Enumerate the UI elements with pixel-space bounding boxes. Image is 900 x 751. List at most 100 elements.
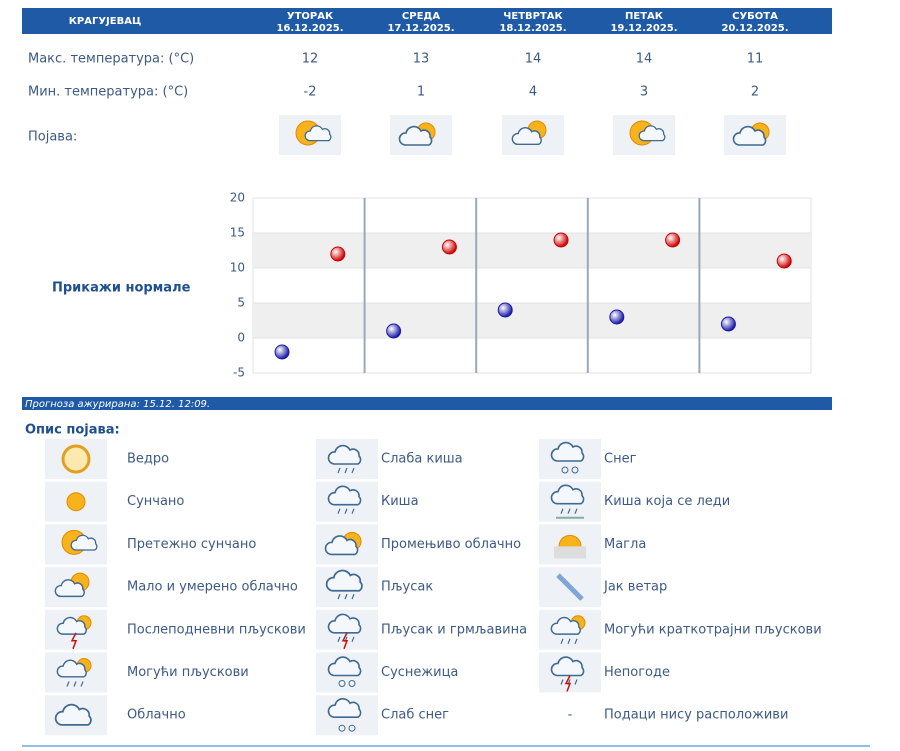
weather-icon	[316, 652, 378, 693]
drop	[351, 636, 355, 643]
drop	[344, 593, 348, 600]
temp-point	[720, 316, 736, 332]
drop	[574, 508, 578, 514]
weather-icon	[539, 652, 601, 693]
y-tick-label: -5	[233, 366, 245, 380]
drop	[567, 638, 571, 645]
legend-label: Јак ветар	[603, 580, 667, 595]
cloud	[325, 569, 363, 592]
temp-point	[665, 232, 681, 248]
legend-label: Подаци нису расположиви	[604, 708, 788, 723]
cloud	[327, 485, 362, 506]
cloud	[550, 656, 585, 677]
day-name: ЧЕТВРТАК	[503, 11, 563, 22]
weather-icon	[502, 115, 564, 155]
legend-label: Суснежица	[381, 665, 458, 680]
legend-label: Промењиво облачно	[381, 537, 521, 552]
temp-point	[776, 253, 792, 269]
weather-icon	[45, 524, 107, 565]
normals-link[interactable]: Прикажи нормале	[52, 281, 191, 296]
weather-icon	[279, 115, 341, 155]
band	[254, 303, 810, 338]
drop	[567, 508, 571, 514]
fog	[554, 546, 586, 559]
footer-bar	[22, 397, 832, 410]
city: КРАГУЈЕВАЦ	[69, 16, 142, 27]
legend-label: Непогоде	[604, 665, 670, 680]
weather-icon	[539, 481, 601, 522]
flake	[571, 466, 579, 474]
flake	[348, 680, 356, 687]
weather-icon	[316, 524, 378, 565]
bolt	[70, 632, 78, 650]
temp-value: 13	[413, 52, 430, 67]
flake	[338, 680, 346, 687]
drop	[337, 508, 341, 514]
drop	[351, 593, 355, 600]
day-date: 20.12.2025.	[721, 23, 788, 34]
legend-label: Слаб снег	[381, 708, 449, 723]
temp-value: 12	[302, 52, 319, 67]
legend-label: Могући пљускови	[127, 665, 249, 680]
wind	[556, 573, 584, 601]
legend-label: Пљусак и грмљавина	[381, 622, 527, 637]
cloud	[304, 125, 332, 142]
weather-icon	[316, 481, 378, 522]
drop	[351, 467, 355, 474]
legend-label: Мало и умерено облачно	[127, 580, 298, 595]
row-label: Мин. температура: (°C)	[28, 85, 188, 100]
day-name: СУБОТА	[732, 11, 778, 22]
drop	[344, 467, 348, 474]
weather-icon	[539, 524, 601, 565]
temp-point	[609, 309, 625, 325]
cloud	[54, 703, 92, 726]
temp-point	[274, 344, 290, 360]
day-name: ПЕТАК	[625, 11, 664, 22]
plot-area	[252, 197, 812, 374]
temp-value: 2	[751, 85, 759, 100]
day-name: СРЕДА	[402, 11, 440, 22]
legend-label: Облачно	[127, 708, 186, 723]
drop	[574, 638, 578, 645]
weather-icon	[613, 115, 675, 155]
weather-icon	[390, 115, 452, 155]
cloud	[638, 125, 666, 142]
drop	[337, 467, 341, 474]
temp-value: 1	[417, 85, 425, 100]
legend-label: Пљусак	[381, 580, 433, 595]
cloud	[70, 534, 98, 551]
temp-value: 3	[640, 85, 648, 100]
drop	[80, 681, 84, 687]
weather-icon	[316, 567, 378, 608]
row-label: Појава:	[28, 130, 77, 145]
legend-label: Магла	[604, 537, 646, 552]
temp-value: 14	[525, 52, 542, 67]
drop	[574, 679, 578, 685]
cloud	[327, 613, 362, 634]
drop	[337, 636, 341, 643]
cloud	[550, 616, 581, 635]
weather-icon	[45, 652, 107, 693]
flake	[338, 724, 346, 732]
temp-value: 11	[747, 52, 764, 67]
weather-icon	[45, 609, 107, 650]
sun	[66, 492, 86, 512]
day-date: 16.12.2025.	[276, 23, 343, 34]
cloud	[324, 535, 359, 556]
drop	[73, 681, 77, 687]
weather-icon	[45, 567, 107, 608]
temp-point	[497, 302, 513, 318]
bolt	[341, 632, 349, 650]
legend-title: Опис појава:	[25, 423, 120, 438]
day-date: 19.12.2025.	[610, 23, 677, 34]
cloud	[511, 127, 542, 146]
temp-value: -2	[304, 85, 317, 100]
y-tick-label: 20	[230, 191, 245, 205]
legend-label: Снег	[604, 452, 637, 467]
weather-icon	[316, 439, 378, 479]
temp-point	[553, 232, 569, 248]
legend-label: Ведро	[127, 452, 169, 467]
cloud	[327, 697, 362, 719]
header-bar	[22, 8, 832, 34]
